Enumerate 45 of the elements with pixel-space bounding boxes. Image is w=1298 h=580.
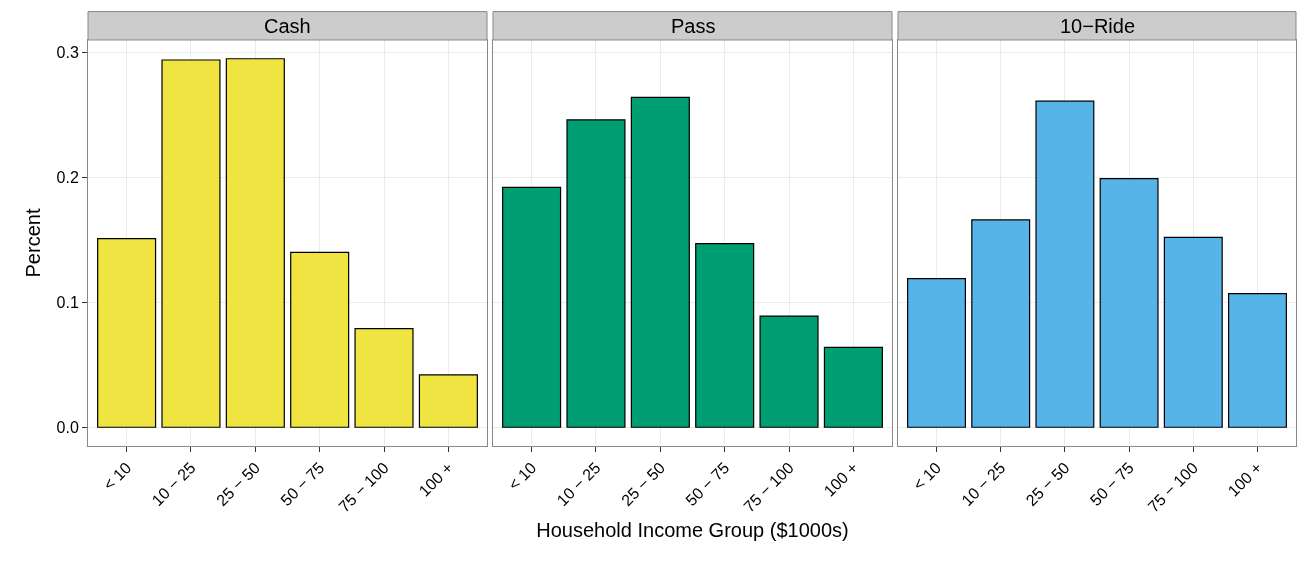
bar (1228, 292, 1287, 428)
y-tick-label: 0.3 (56, 44, 79, 62)
x-tick-label: < 10 (505, 458, 540, 494)
bar (971, 219, 1031, 428)
chart-title: Cash (264, 15, 311, 37)
x-tick-label: 10 − 25 (553, 458, 604, 510)
x-tick-label: 75 − 100 (740, 458, 797, 516)
bar (161, 59, 221, 428)
x-tick-label: 100 + (820, 458, 862, 500)
bar (97, 238, 157, 428)
x-tick-label: 10 − 25 (148, 458, 199, 510)
bar (566, 119, 626, 428)
x-tick-label: 10 − 25 (958, 458, 1009, 510)
bar (225, 58, 285, 428)
bar (354, 327, 414, 428)
x-tick-label: 75 − 100 (335, 458, 392, 516)
bar (1099, 178, 1159, 428)
bar (502, 186, 562, 428)
chart-title: Pass (671, 15, 716, 37)
y-tick-label: 0.2 (56, 169, 79, 187)
bar (823, 346, 883, 428)
y-tick-label: 0.1 (56, 293, 79, 311)
x-tick-label: 50 − 75 (682, 458, 733, 510)
x-tick-label: 100 + (1224, 458, 1266, 500)
x-tick-label: 25 − 50 (1022, 458, 1073, 510)
bar (290, 251, 350, 428)
x-tick-label: 50 − 75 (277, 458, 328, 510)
bar (907, 278, 966, 428)
x-tick-label: 100 + (415, 458, 457, 500)
bar (418, 374, 478, 428)
bar (1163, 236, 1223, 428)
bar (630, 96, 690, 428)
y-axis-title: Percent (22, 208, 45, 278)
x-tick-label: 25 − 50 (213, 458, 264, 510)
x-tick-label: 25 − 50 (618, 458, 669, 510)
x-tick-label: < 10 (909, 458, 945, 494)
chart-title: 10−Ride (1060, 15, 1136, 37)
bar (695, 243, 755, 428)
x-tick-label: < 10 (100, 458, 135, 494)
x-tick-label: 50 − 75 (1086, 458, 1137, 510)
y-tick-label: 0.0 (56, 418, 79, 436)
x-tick-label: 75 − 100 (1144, 458, 1202, 516)
x-axis-title: Household Income Group ($1000s) (536, 518, 849, 541)
bar (759, 315, 819, 428)
bar (1035, 100, 1095, 428)
